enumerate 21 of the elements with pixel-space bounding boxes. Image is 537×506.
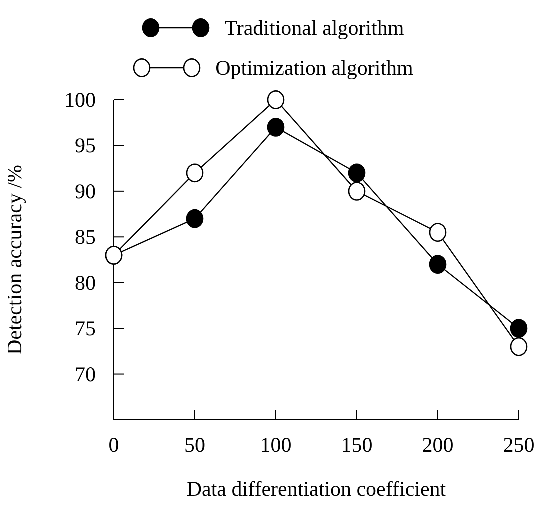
point xyxy=(510,319,528,338)
y-tick-label: 90 xyxy=(75,179,96,204)
point xyxy=(267,118,285,137)
y-tick-label: 100 xyxy=(64,88,96,112)
y-tick-label: 70 xyxy=(75,362,96,386)
legend-label: Traditional algorithm xyxy=(224,16,404,40)
x-axis-title: Data differentiation coefficient xyxy=(186,477,446,501)
x-tick-label: 250 xyxy=(503,433,535,457)
point xyxy=(348,164,366,183)
x-tick-label: 50 xyxy=(184,433,206,457)
y-tick-label: 85 xyxy=(75,225,96,250)
x-tick-label: 150 xyxy=(341,433,373,457)
x-tick-label: 100 xyxy=(260,433,292,457)
point xyxy=(186,209,204,228)
y-tick-label: 75 xyxy=(75,316,96,341)
point xyxy=(429,255,447,274)
y-tick-label: 80 xyxy=(75,270,96,295)
x-tick-label: 0 xyxy=(108,433,120,457)
y-tick-label: 95 xyxy=(75,134,96,158)
x-tick-label: 200 xyxy=(422,433,454,457)
legend-label: Optimization algorithm xyxy=(216,56,414,80)
